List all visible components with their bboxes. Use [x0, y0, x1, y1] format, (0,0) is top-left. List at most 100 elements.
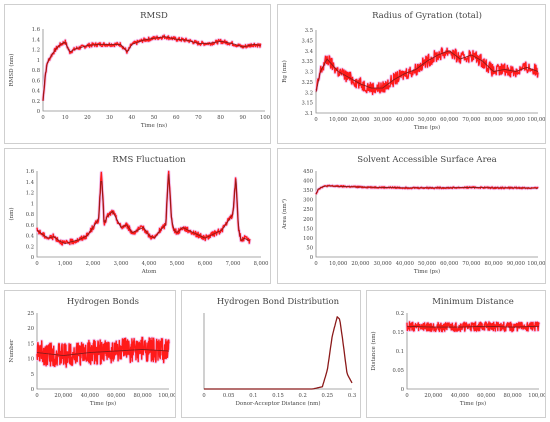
y-tick-label: 0.2	[26, 244, 34, 250]
y-tick-label: 0.4	[32, 89, 41, 95]
y-tick-label: 15	[27, 341, 34, 347]
x-tick-label: 20,000	[351, 117, 369, 123]
x-tick-label: 30	[106, 115, 113, 121]
x-tick-label: 8,000	[254, 261, 269, 267]
x-tick-label: 80	[217, 115, 224, 121]
chart-svg: Hydrogen Bond Distribution 0 0.05 0.1 0.15 0.…	[202, 297, 356, 407]
x-tick-label: 0	[35, 393, 38, 399]
x-tick-label: 90,000	[507, 117, 525, 123]
y-tick-label: 450	[303, 169, 313, 175]
chart-title: Minimum Distance	[432, 297, 514, 307]
series-line	[407, 325, 539, 328]
x-tick-label: 40,000	[396, 261, 414, 267]
y-tick-label: 3.3	[305, 70, 313, 76]
x-tick-label: 100,000	[527, 261, 545, 267]
x-tick-label: 20,000	[351, 261, 369, 267]
x-tick-label: 90	[239, 115, 246, 121]
y-tick-label: 300	[303, 198, 313, 204]
y-tick-label: 3.1	[305, 111, 313, 117]
series-noise	[36, 170, 251, 246]
chart-title: RMSD	[140, 11, 168, 21]
chart-svg: Minimum Distance 0 20,000 40,000 60,000 80,00…	[370, 297, 545, 407]
x-tick-label: 90,000	[507, 261, 525, 267]
x-tick-label: 1,000	[58, 261, 73, 267]
series-line	[36, 349, 169, 357]
y-axis-label: Number	[9, 339, 15, 362]
x-tick-label: 100,000	[528, 393, 545, 399]
y-tick-label: 3.45	[301, 38, 313, 44]
y-tick-label: 1	[37, 58, 40, 64]
y-tick-label: 100	[303, 236, 313, 242]
y-tick-label: 5	[31, 372, 34, 378]
x-tick-label: 40,000	[81, 393, 99, 399]
chart-title: RMS Fluctuation	[112, 155, 186, 165]
series-line	[42, 36, 261, 101]
y-tick-label: 0.2	[396, 311, 404, 317]
y-tick-label: 0.1	[396, 349, 404, 355]
series-noise	[42, 34, 262, 101]
rmsd-panel: RMSD 0 10 20 30 40 50 60 70 80 90 100 0 0.2 0.4 0.6 0.8 1…	[4, 4, 271, 144]
y-tick-label: 0.8	[26, 212, 34, 218]
chart-svg: Hydrogen Bonds 0 20,000 40,000 60,000 80,000 1…	[9, 297, 175, 407]
x-tick-label: 40,000	[451, 393, 469, 399]
y-tick-label: 20	[27, 326, 34, 332]
y-tick-label: 0.15	[392, 330, 404, 336]
y-tick-label: 25	[27, 311, 34, 317]
x-axis-label: Time (ps)	[414, 268, 440, 275]
chart-svg: Solvent Accessible Surface Area 0 10,000 20…	[281, 155, 545, 275]
y-axis-label: (nm)	[8, 207, 15, 220]
y-tick-label: 3.25	[301, 80, 313, 86]
y-tick-label: 0	[31, 255, 34, 261]
y-tick-label: 1.2	[32, 48, 40, 54]
series-noise	[36, 336, 170, 368]
y-tick-label: 0.2	[32, 99, 40, 105]
x-tick-label: 0.05	[223, 393, 235, 399]
y-tick-label: 200	[303, 217, 313, 223]
x-tick-label: 0	[41, 115, 44, 121]
y-tick-label: 400	[303, 179, 313, 185]
x-tick-label: 10,000	[329, 261, 347, 267]
x-tick-label: 80,000	[504, 393, 522, 399]
y-tick-label: 0.05	[392, 368, 404, 374]
x-axis-label: Time (ps)	[460, 400, 486, 407]
sasa-panel: Solvent Accessible Surface Area 0 10,000 20…	[277, 148, 546, 284]
x-tick-label: 0	[314, 261, 317, 267]
y-tick-label: 50	[306, 245, 313, 251]
hydrogen-bond-distribution-panel: Hydrogen Bond Distribution 0 0.05 0.1 0.15 0.…	[181, 290, 361, 418]
chart-title: Radius of Gyration (total)	[372, 10, 482, 21]
y-tick-label: 1.6	[32, 27, 40, 33]
radius-of-gyration-panel: Radius of Gyration (total) 0 10,000 20,000 3…	[277, 4, 546, 144]
x-tick-label: 30,000	[374, 117, 392, 123]
x-tick-label: 0	[35, 261, 38, 267]
x-tick-label: 70,000	[462, 117, 480, 123]
axes	[36, 171, 261, 258]
x-tick-label: 0	[405, 393, 408, 399]
y-axis-label: RMSD (nm)	[8, 54, 15, 87]
x-tick-label: 100,000	[158, 393, 175, 399]
x-tick-label: 10,000	[329, 117, 347, 123]
x-tick-label: 40,000	[396, 117, 414, 123]
x-tick-label: 7,000	[226, 261, 241, 267]
y-tick-label: 3.5	[305, 28, 313, 34]
x-tick-label: 80,000	[485, 117, 503, 123]
y-tick-label: 3.4	[305, 49, 314, 55]
x-tick-label: 60,000	[477, 393, 495, 399]
y-tick-label: 0.4	[26, 234, 35, 240]
x-tick-label: 40	[128, 115, 135, 121]
y-tick-label: 250	[303, 207, 313, 213]
y-axis-label: Distance (nm)	[370, 331, 377, 370]
axes	[36, 313, 169, 390]
chart-title: Solvent Accessible Surface Area	[357, 155, 496, 165]
x-axis-label: Atom	[141, 269, 157, 275]
x-tick-label: 50	[151, 115, 158, 121]
y-tick-label: 0	[37, 109, 40, 115]
y-tick-label: 1.6	[26, 169, 34, 175]
x-tick-label: 2,000	[86, 261, 101, 267]
y-tick-label: 0.8	[32, 68, 40, 74]
x-tick-label: 10	[62, 115, 69, 121]
y-axis-label: Area (nm²)	[281, 199, 288, 230]
y-tick-label: 1.4	[32, 37, 41, 43]
x-tick-label: 100	[260, 115, 270, 121]
series-halo	[35, 169, 252, 247]
y-tick-label: 0	[401, 387, 404, 393]
